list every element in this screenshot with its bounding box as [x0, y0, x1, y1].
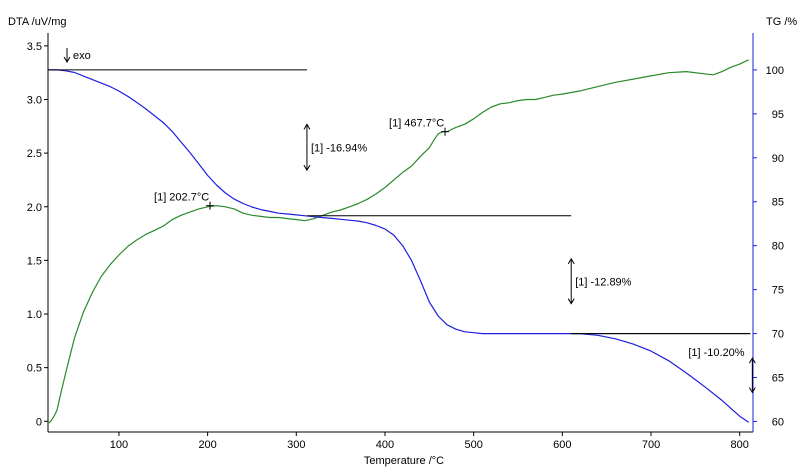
x-tick-label: 600	[553, 439, 571, 451]
tg-curve	[48, 69, 749, 423]
mass-loss-arrowhead	[303, 164, 311, 172]
exo-label: exo	[73, 50, 91, 62]
mass-loss-arrowhead	[567, 298, 575, 305]
mass-loss-arrowhead	[567, 257, 575, 265]
peak-label: [1] 467.7°C	[389, 118, 444, 130]
y-right-tick-label: 70	[772, 329, 784, 341]
y-left-tick-label: 1.0	[27, 309, 42, 321]
exo-arrowhead	[63, 56, 71, 63]
mass-loss-arrowhead	[748, 387, 756, 394]
y-right-tick-label: 80	[772, 241, 784, 253]
exo-indicator: exo	[63, 48, 91, 63]
dta-curve	[47, 59, 749, 424]
mass-loss-arrowhead	[748, 357, 756, 364]
y-right-tick-label: 90	[772, 153, 784, 165]
y-left-tick-label: 0	[36, 416, 42, 428]
y-left-tick-label: 0.5	[27, 363, 42, 375]
mass-loss-arrowhead	[303, 123, 311, 130]
x-tick-label: 400	[376, 439, 394, 451]
y-right-tick-label: 100	[766, 65, 784, 77]
y-left-axis-title: DTA /uV/mg	[8, 16, 66, 28]
x-axis-title: Temperature /°C	[364, 455, 444, 467]
x-tick-label: 700	[642, 439, 660, 451]
y-right-axis-title: TG /%	[766, 16, 797, 28]
mass-loss-label: [1] -16.94%	[311, 142, 367, 154]
x-tick-label: 200	[198, 439, 216, 451]
x-tick-label: 500	[464, 439, 482, 451]
y-right-tick-label: 95	[772, 109, 784, 121]
x-tick-label: 300	[287, 439, 305, 451]
y-right-tick-label: 65	[772, 373, 784, 385]
y-left-tick-label: 3.0	[27, 95, 42, 107]
peak-label: [1] 202.7°C	[154, 192, 209, 204]
mass-loss-label: [1] -12.89%	[575, 276, 631, 288]
y-left-tick-label: 2.5	[27, 148, 42, 160]
x-tick-label: 100	[110, 439, 128, 451]
y-right-tick-label: 60	[772, 416, 784, 428]
y-left-tick-label: 1.5	[27, 255, 42, 267]
y-left-tick-label: 3.5	[27, 41, 42, 53]
x-tick-label: 800	[731, 439, 749, 451]
y-right-tick-label: 75	[772, 285, 784, 297]
y-left-tick-label: 2.0	[27, 202, 42, 214]
mass-loss-label: [1] -10.20%	[688, 347, 744, 359]
y-right-tick-label: 85	[772, 197, 784, 209]
